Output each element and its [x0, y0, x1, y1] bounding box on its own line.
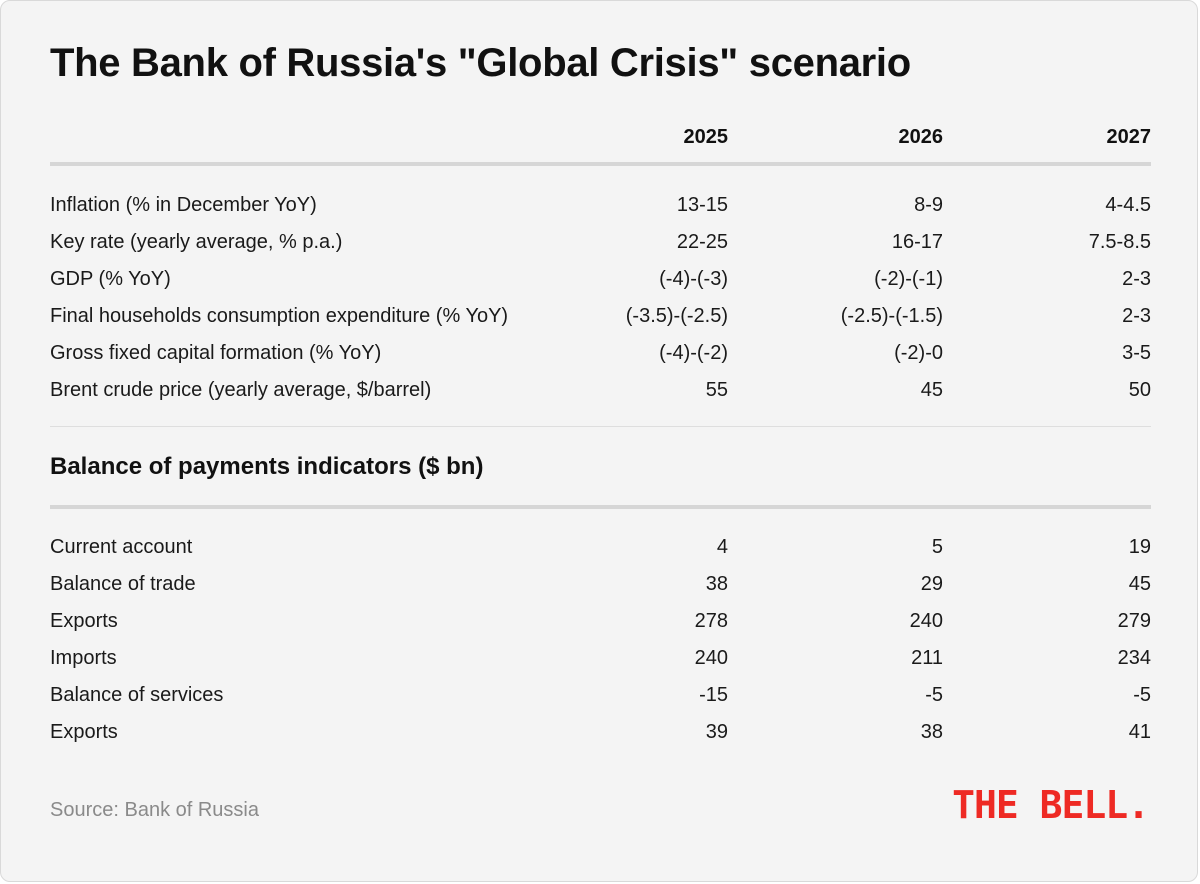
cell-value-2026: 211	[911, 647, 943, 669]
row-label: Final households consumption expenditure…	[50, 305, 509, 327]
cell-value-2026: (-2)-(-1)	[874, 268, 943, 290]
column-header-2026: 2026	[898, 126, 944, 148]
cell-value-2027: 234	[1117, 647, 1151, 669]
row-label: Exports	[50, 721, 118, 743]
cell-value-2026: 5	[931, 536, 943, 558]
macro-indicators-table: Inflation (% in December YoY) 13-15 8-9 …	[50, 187, 1151, 409]
cell-value-2027: 2-3	[1122, 268, 1151, 290]
table-row: Balance of trade 38 29 45	[50, 566, 1151, 603]
row-label: Balance of services	[50, 684, 224, 706]
row-label: Inflation (% in December YoY)	[50, 194, 317, 216]
row-label: Imports	[50, 647, 117, 669]
cell-value-2025: 39	[705, 721, 728, 743]
cell-value-2025: (-4)-(-2)	[659, 342, 728, 364]
page-title: The Bank of Russia's "Global Crisis" sce…	[50, 41, 911, 85]
source-note: Source: Bank of Russia	[50, 799, 259, 821]
table-row: Inflation (% in December YoY) 13-15 8-9 …	[50, 187, 1151, 224]
cell-value-2027: 45	[1128, 573, 1151, 595]
table-row: Balance of services -15 -5 -5	[50, 677, 1151, 714]
row-label: Key rate (yearly average, % p.a.)	[50, 231, 343, 253]
table-row: Gross fixed capital formation (% YoY) (-…	[50, 335, 1151, 372]
cell-value-2027: 279	[1117, 610, 1151, 632]
table-row: Key rate (yearly average, % p.a.) 22-25 …	[50, 224, 1151, 261]
cell-value-2026: -5	[925, 684, 943, 706]
table-row: Exports 278 240 279	[50, 603, 1151, 640]
cell-value-2025: (-4)-(-3)	[659, 268, 728, 290]
cell-value-2026: (-2)-0	[894, 342, 943, 364]
cell-value-2027: -5	[1133, 684, 1151, 706]
cell-value-2027: 2-3	[1122, 305, 1151, 327]
cell-value-2026: 8-9	[914, 194, 943, 216]
header-divider	[50, 162, 1151, 166]
row-label: Balance of trade	[50, 573, 196, 595]
balance-of-payments-table: Current account 4 5 19 Balance of trade …	[50, 529, 1151, 751]
cell-value-2025: 13-15	[676, 194, 728, 216]
row-label: Current account	[50, 536, 193, 558]
column-header-2025: 2025	[683, 126, 729, 148]
table-row: Brent crude price (yearly average, $/bar…	[50, 372, 1151, 409]
table-header: 2025 2026 2027	[50, 117, 1152, 157]
cell-value-2026: 240	[909, 610, 943, 632]
cell-value-2025: 55	[705, 379, 728, 401]
row-label: Exports	[50, 610, 118, 632]
section-subtitle: Balance of payments indicators ($ bn)	[50, 453, 484, 480]
table-row: GDP (% YoY) (-4)-(-3) (-2)-(-1) 2-3	[50, 261, 1151, 298]
the-bell-logo: THE BELL.	[952, 783, 1150, 827]
subtitle-divider	[50, 505, 1151, 509]
cell-value-2025: 278	[694, 610, 728, 632]
section-divider	[50, 426, 1151, 427]
cell-value-2025: 4	[716, 536, 728, 558]
cell-value-2026: 45	[920, 379, 943, 401]
cell-value-2026: (-2.5)-(-1.5)	[840, 305, 943, 327]
cell-value-2025: 22-25	[676, 231, 728, 253]
cell-value-2025: (-3.5)-(-2.5)	[625, 305, 728, 327]
row-label: Brent crude price (yearly average, $/bar…	[50, 379, 432, 401]
cell-value-2026: 38	[920, 721, 943, 743]
cell-value-2027: 7.5-8.5	[1088, 231, 1151, 253]
cell-value-2025: 240	[694, 647, 728, 669]
cell-value-2027: 41	[1128, 721, 1151, 743]
cell-value-2025: 38	[705, 573, 728, 595]
cell-value-2027: 3-5	[1122, 342, 1151, 364]
table-row: Current account 4 5 19	[50, 529, 1151, 566]
cell-value-2025: -15	[699, 684, 728, 706]
row-label: Gross fixed capital formation (% YoY)	[50, 342, 382, 364]
cell-value-2026: 16-17	[891, 231, 943, 253]
table-row: Exports 39 38 41	[50, 714, 1151, 751]
column-header-2027: 2027	[1106, 126, 1152, 148]
cell-value-2027: 19	[1128, 536, 1151, 558]
table-row: Final households consumption expenditure…	[50, 298, 1151, 335]
cell-value-2027: 50	[1128, 379, 1151, 401]
table-row: Imports 240 211 234	[50, 640, 1151, 677]
cell-value-2027: 4-4.5	[1105, 194, 1151, 216]
row-label: GDP (% YoY)	[50, 268, 171, 290]
cell-value-2026: 29	[920, 573, 943, 595]
